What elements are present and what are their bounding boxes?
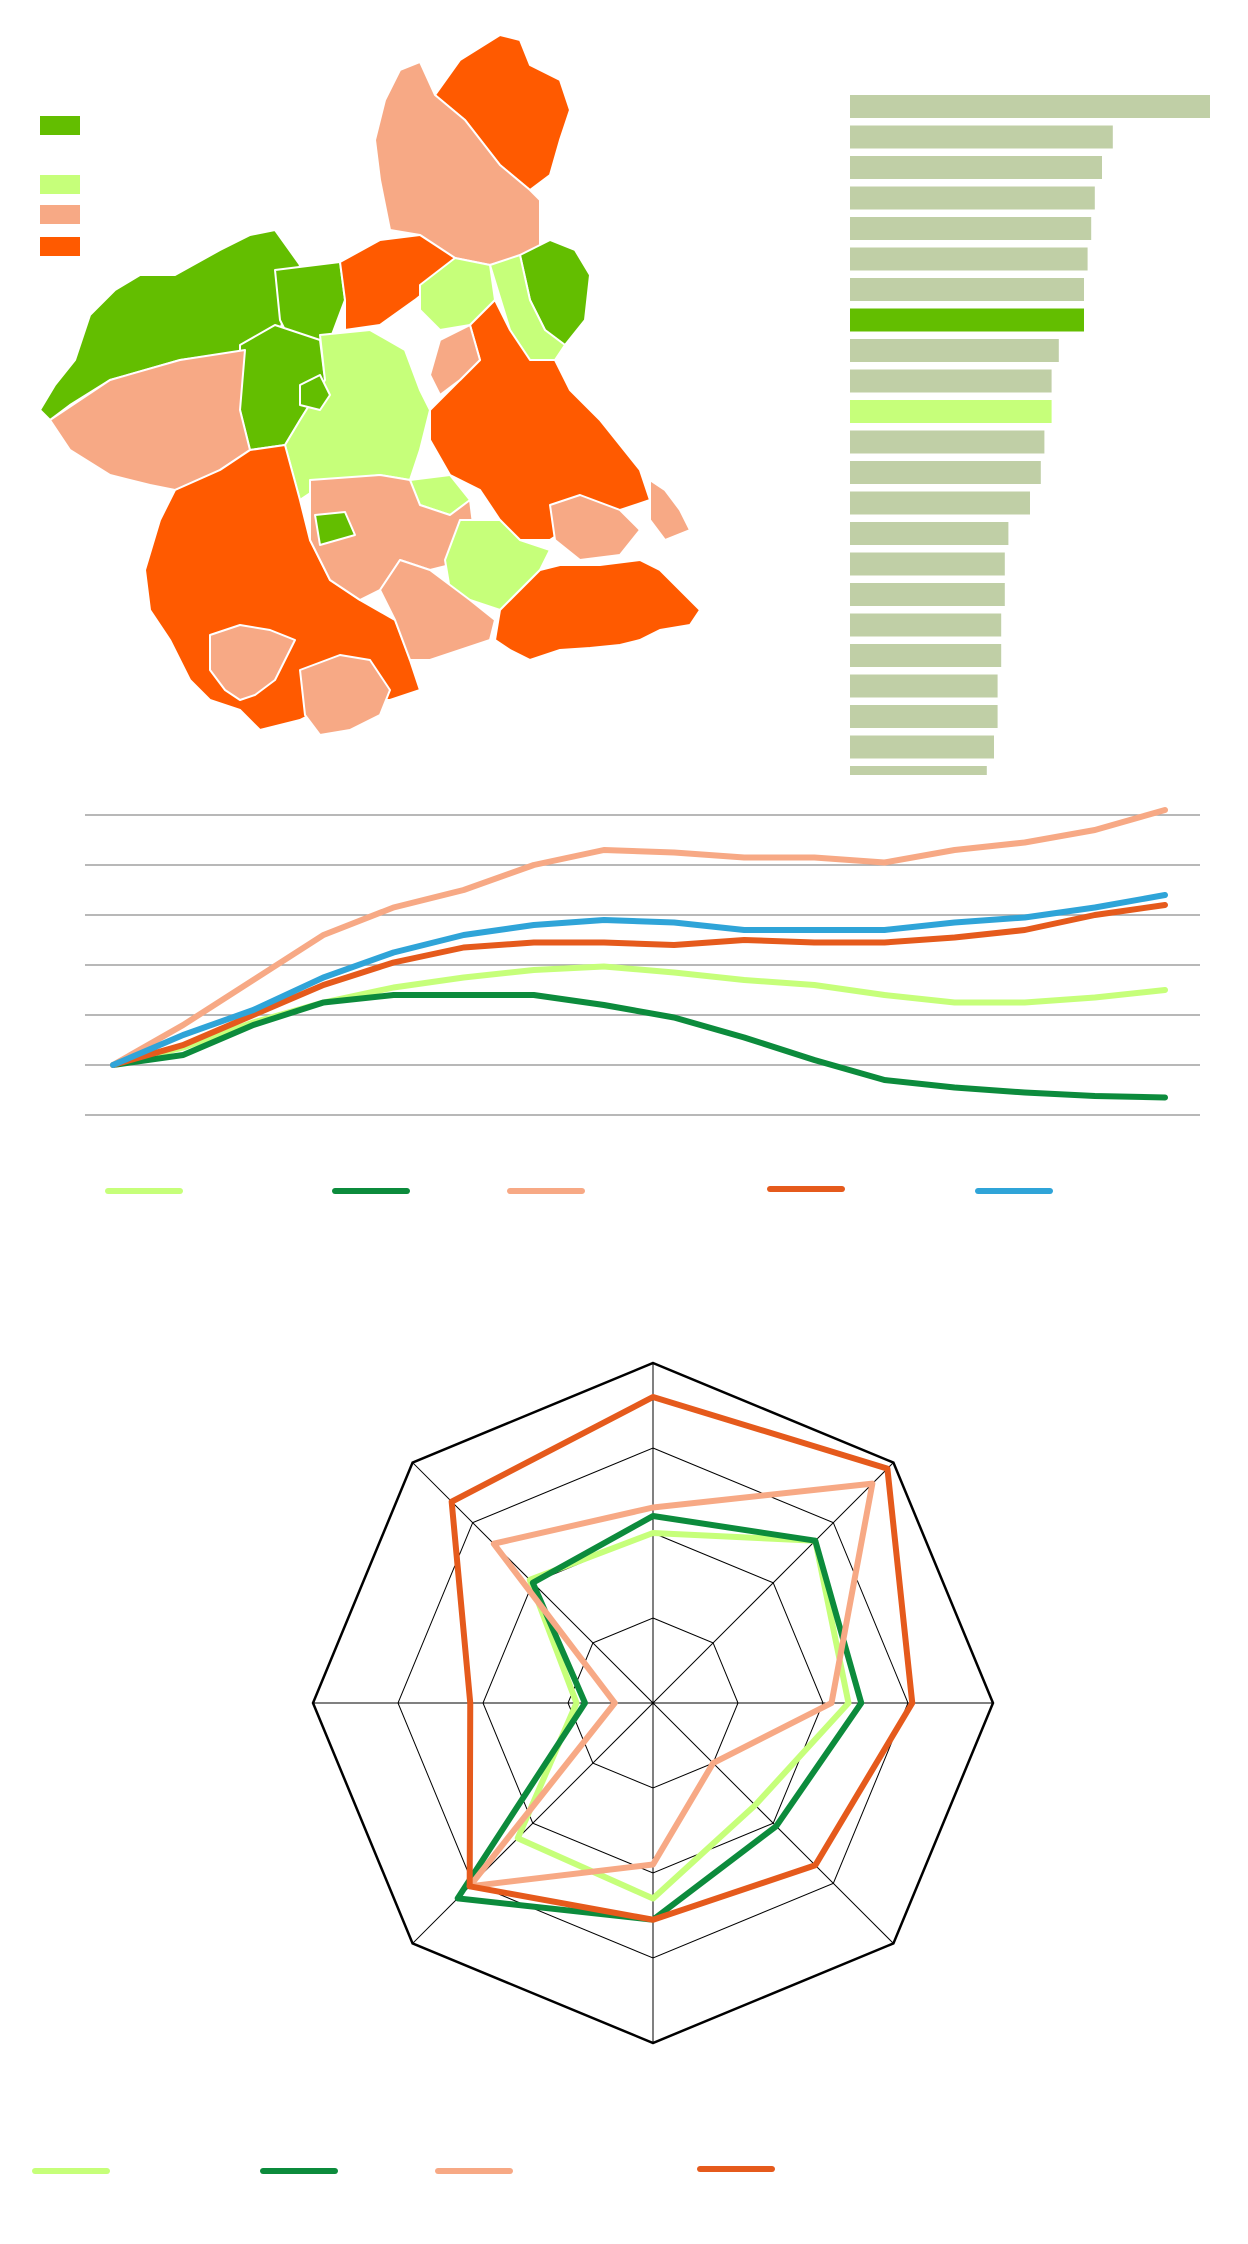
region-southeast-orange-coast[interactable]	[494, 559, 701, 661]
radar-series	[448, 1394, 916, 1923]
region-southwest-salmon-b[interactable]	[299, 654, 391, 736]
region-south-salmon-mid[interactable]	[379, 559, 496, 661]
bar	[850, 186, 1095, 210]
bar	[850, 766, 987, 775]
region-center-salmon-small[interactable]	[429, 324, 481, 396]
map-regions	[39, 34, 701, 736]
bar	[850, 217, 1092, 240]
region-choropleth-map	[39, 34, 701, 736]
radar-series	[514, 1530, 852, 1902]
bar	[850, 735, 994, 759]
legend-swatch-dark-green	[40, 116, 80, 135]
legend-swatch-light-green	[40, 175, 80, 194]
bar	[850, 583, 1005, 606]
legend-swatch-salmon	[40, 205, 80, 224]
bar	[850, 156, 1102, 179]
radar-chart	[311, 1361, 995, 2045]
bar	[850, 247, 1088, 271]
region-southwest-salmon-a[interactable]	[209, 624, 296, 701]
legend-swatch-orange	[40, 237, 80, 256]
radar-spoke	[652, 1462, 894, 1704]
map-legend	[40, 116, 80, 256]
series-line	[110, 902, 1168, 1068]
region-south-green-small[interactable]	[314, 511, 356, 546]
horizontal-bar-chart	[850, 95, 1210, 775]
bar	[850, 125, 1113, 149]
radar-series	[466, 1480, 876, 1890]
radar-spoke	[652, 1702, 894, 1944]
bar	[850, 369, 1052, 393]
bar	[850, 308, 1084, 332]
line-chart	[85, 807, 1200, 1116]
bar	[850, 400, 1052, 423]
region-east-salmon-coast[interactable]	[649, 479, 691, 541]
region-southeast-salmon[interactable]	[549, 494, 641, 561]
bar	[850, 552, 1005, 576]
radar-chart-legend	[32, 2166, 775, 2174]
bar	[850, 430, 1045, 454]
bar	[850, 461, 1041, 484]
region-small-green-west[interactable]	[299, 374, 331, 411]
series-line	[110, 992, 1168, 1101]
series-line	[110, 807, 1168, 1068]
line-chart-legend	[105, 1186, 1053, 1194]
bar	[850, 339, 1059, 362]
bar	[850, 95, 1210, 118]
bar	[850, 674, 998, 698]
bar	[850, 491, 1030, 515]
bar	[850, 278, 1084, 301]
bar	[850, 644, 1002, 667]
bar	[850, 522, 1009, 545]
bar	[850, 705, 998, 728]
bar	[850, 613, 1002, 637]
radar-spoke	[412, 1702, 654, 1944]
series-line	[110, 892, 1168, 1068]
